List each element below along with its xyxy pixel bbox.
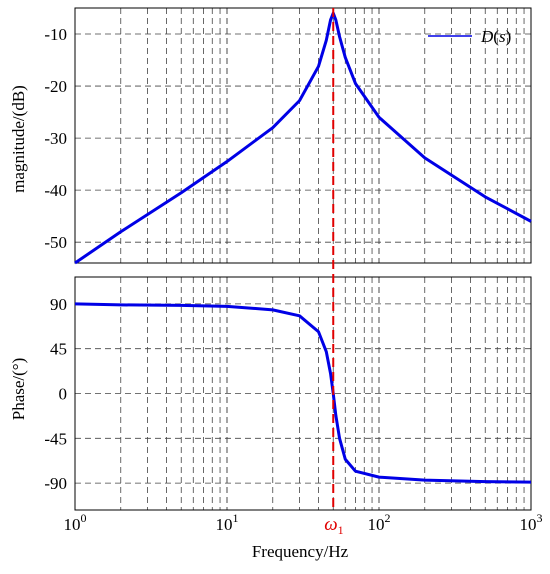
xtick-label: 100	[64, 511, 87, 534]
xtick-label: 103	[520, 511, 543, 534]
phase-series-line	[74, 302, 532, 484]
phase-ytick-label: 0	[59, 385, 68, 404]
magnitude-series-line	[74, 11, 532, 265]
magnitude-ytick-label: -20	[44, 77, 67, 96]
omega1-label: ω1	[324, 514, 343, 537]
magnitude-axis-label: magnitude/(dB)	[9, 85, 28, 193]
frequency-axis-label: Frequency/Hz	[252, 542, 349, 561]
magnitude-ytick-label: -10	[44, 25, 67, 44]
phase-ytick-label: -45	[44, 429, 67, 448]
phase-ytick-label: 90	[50, 295, 67, 314]
xtick-label: 102	[368, 511, 391, 534]
phase-axes-frame	[74, 276, 532, 511]
magnitude-ytick-label: -40	[44, 181, 67, 200]
magnitude-ytick-label: -30	[44, 129, 67, 148]
magnitude-panel: -10 -20 -30 -40 -50	[44, 7, 532, 265]
legend-label: D(s)	[480, 27, 511, 46]
phase-axis-label: Phase/(°)	[9, 358, 28, 421]
phase-ytick-label: -90	[44, 474, 67, 493]
magnitude-ytick-label: -50	[44, 233, 67, 252]
xtick-label: 101	[216, 511, 239, 534]
phase-ytick-label: 45	[50, 340, 67, 359]
legend: D(s)	[428, 27, 511, 46]
magnitude-axes-frame	[74, 7, 532, 264]
phase-panel: 90 45 0 -45 -90 100 101 102 103	[44, 276, 543, 534]
